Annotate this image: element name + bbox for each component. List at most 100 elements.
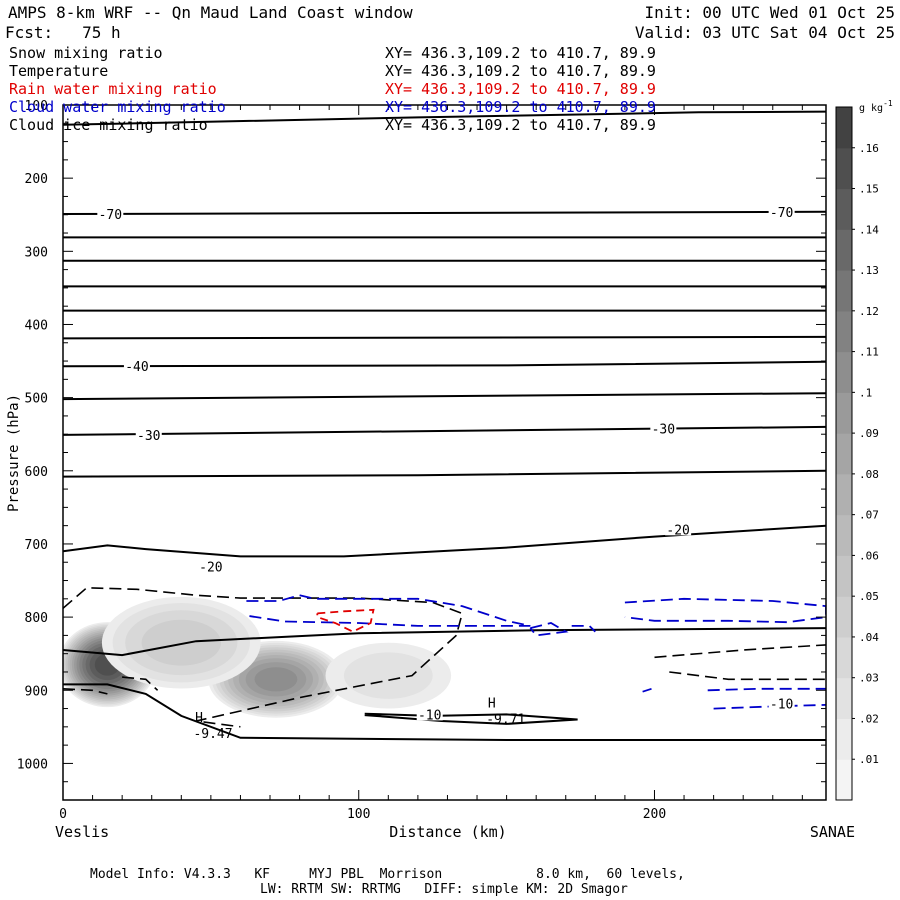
forecast-hour: Fcst: 75 h bbox=[5, 23, 121, 42]
contour-label-bg bbox=[768, 203, 795, 218]
colorbar-swatch bbox=[836, 555, 852, 597]
colorbar-tick-label: .06 bbox=[859, 549, 879, 562]
colorbar-swatch bbox=[836, 473, 852, 516]
legend-xy: XY= 436.3,109.2 to 410.7, 89.9 bbox=[385, 98, 656, 116]
chart-title: AMPS 8-km WRF -- Qn Maud Land Coast wind… bbox=[8, 3, 413, 22]
colorbar-swatch bbox=[836, 392, 852, 434]
cloud-ice-contour bbox=[654, 644, 826, 659]
plot-contents: -70 -70-40-30 -30-20-20-10-10H-9.47H-9.71 bbox=[63, 110, 826, 742]
legend-label: Temperature bbox=[9, 62, 108, 80]
high-symbol: H bbox=[195, 711, 203, 726]
snow-blob bbox=[101, 596, 261, 689]
valid-time: Valid: 03 UTC Sat 04 Oct 25 bbox=[635, 23, 895, 42]
colorbar-swatch bbox=[836, 433, 852, 475]
cloud-ice-contour bbox=[63, 586, 464, 728]
colorbar-swatch bbox=[836, 229, 852, 271]
colorbar-swatch bbox=[836, 310, 852, 353]
colorbar-unit: g kg-1 bbox=[859, 99, 893, 114]
high-symbol: H bbox=[488, 696, 496, 711]
plot-area: -70 -70-40-30 -30-20-20-10-10H-9.47H-9.711… bbox=[17, 99, 827, 822]
colorbar-tick-label: .02 bbox=[859, 712, 879, 725]
snow-blob bbox=[325, 642, 452, 709]
colorbar-frame bbox=[835, 106, 853, 801]
colorbar: .01 .02 .03 .04 .05 .06 .07 .08 .09 .1 .11 .12 .13 .1… bbox=[835, 106, 879, 801]
cloud-water-contour bbox=[707, 687, 826, 692]
legend: Snow mixing ratio XY= 436.3,109.2 to 410.… bbox=[9, 44, 656, 134]
temperature-contour-label: -30 bbox=[652, 422, 675, 437]
high-value-label: -9.71 bbox=[486, 712, 525, 727]
contour-label-bg bbox=[768, 695, 795, 710]
x-tick-label: 200 bbox=[643, 807, 666, 822]
init-time: Init: 00 UTC Wed 01 Oct 25 bbox=[645, 3, 895, 22]
x-tick-label: 0 bbox=[59, 807, 67, 822]
plot-background bbox=[63, 105, 826, 800]
cloud-water-contour bbox=[571, 625, 596, 633]
temperature-contour bbox=[63, 627, 826, 657]
y-tick-label: 400 bbox=[25, 318, 48, 333]
x-axis-label: Distance (km) bbox=[389, 823, 506, 841]
snow-level-fill bbox=[343, 652, 433, 699]
y-tick-label: 800 bbox=[25, 611, 48, 626]
temperature-contour bbox=[63, 110, 826, 126]
colorbar-swatch bbox=[836, 147, 852, 190]
colorbar-tick-label: .03 bbox=[859, 672, 879, 685]
legend-xy: XY= 436.3,109.2 to 410.7, 89.9 bbox=[385, 116, 656, 134]
colorbar-tick-label: .04 bbox=[859, 631, 879, 644]
model-info-line2: LW: RRTM SW: RRTMG DIFF: simple KM: 2D S… bbox=[260, 882, 628, 897]
snow-level-fill bbox=[254, 667, 298, 692]
y-tick-label: 600 bbox=[25, 465, 48, 480]
colorbar-swatch bbox=[836, 514, 852, 556]
colorbar-swatch bbox=[836, 718, 852, 760]
colorbar-swatch bbox=[836, 270, 852, 312]
temperature-contour-label: -10 bbox=[770, 697, 793, 712]
colorbar-swatch bbox=[836, 596, 852, 638]
high-value-label: -9.47 bbox=[193, 727, 232, 742]
temperature-contour-label: -30 bbox=[137, 429, 160, 444]
colorbar-tick-label: .14 bbox=[859, 223, 879, 236]
colorbar-tick-label: .15 bbox=[859, 183, 879, 196]
colorbar-tick-label: .13 bbox=[859, 264, 879, 277]
legend-label: Cloud water mixing ratio bbox=[9, 98, 226, 116]
temperature-contour bbox=[63, 683, 826, 741]
colorbar-tick-label: .08 bbox=[859, 468, 879, 481]
legend-xy: XY= 436.3,109.2 to 410.7, 89.9 bbox=[385, 44, 656, 62]
legend-label: Snow mixing ratio bbox=[9, 44, 163, 62]
colorbar-tick-label: .1 bbox=[859, 386, 872, 399]
temperature-contour bbox=[63, 469, 826, 478]
colorbar-swatch bbox=[836, 677, 852, 719]
temperature-contour bbox=[63, 360, 826, 368]
cloud-ice-contour bbox=[122, 676, 159, 691]
colorbar-tick-label: .11 bbox=[859, 346, 879, 359]
y-tick-label: 100 bbox=[25, 99, 48, 114]
colorbar-swatch bbox=[836, 636, 852, 679]
temperature-contour bbox=[63, 524, 826, 558]
colorbar-tick-label: .07 bbox=[859, 509, 879, 522]
cloud-water-contour bbox=[642, 687, 652, 693]
colorbar-swatch bbox=[836, 107, 852, 149]
x-left-endpoint: Veslis bbox=[55, 823, 109, 841]
x-tick-label: 100 bbox=[347, 807, 370, 822]
contour-label-bg bbox=[123, 358, 150, 373]
y-tick-label: 500 bbox=[25, 392, 48, 407]
legend-xy: XY= 436.3,109.2 to 410.7, 89.9 bbox=[385, 62, 656, 80]
temperature-contour-label: -20 bbox=[666, 523, 689, 538]
y-tick-label: 300 bbox=[25, 245, 48, 260]
colorbar-swatch bbox=[836, 351, 852, 393]
legend-xy: XY= 436.3,109.2 to 410.7, 89.9 bbox=[385, 80, 656, 98]
temperature-contour-label: -70 bbox=[99, 208, 122, 223]
legend-label: Cloud ice mixing ratio bbox=[9, 116, 208, 134]
temperature-contour-label: -20 bbox=[199, 561, 222, 576]
cloud-ice-contour bbox=[669, 671, 826, 681]
contour-label-bg bbox=[650, 420, 677, 435]
y-tick-label: 700 bbox=[25, 538, 48, 553]
colorbar-tick-label: .12 bbox=[859, 305, 879, 318]
contour-label-bg bbox=[135, 426, 162, 441]
colorbar-swatch bbox=[836, 759, 852, 801]
rain-water-contour bbox=[316, 608, 375, 633]
colorbar-tick-label: .01 bbox=[859, 753, 879, 766]
temperature-contour-label: -70 bbox=[770, 206, 793, 221]
model-info-line1: Model Info: V4.3.3 KF MYJ PBL Morrison 8… bbox=[90, 867, 685, 882]
y-axis-label: Pressure (hPa) bbox=[6, 394, 22, 512]
cloud-ice-contour bbox=[63, 688, 108, 695]
